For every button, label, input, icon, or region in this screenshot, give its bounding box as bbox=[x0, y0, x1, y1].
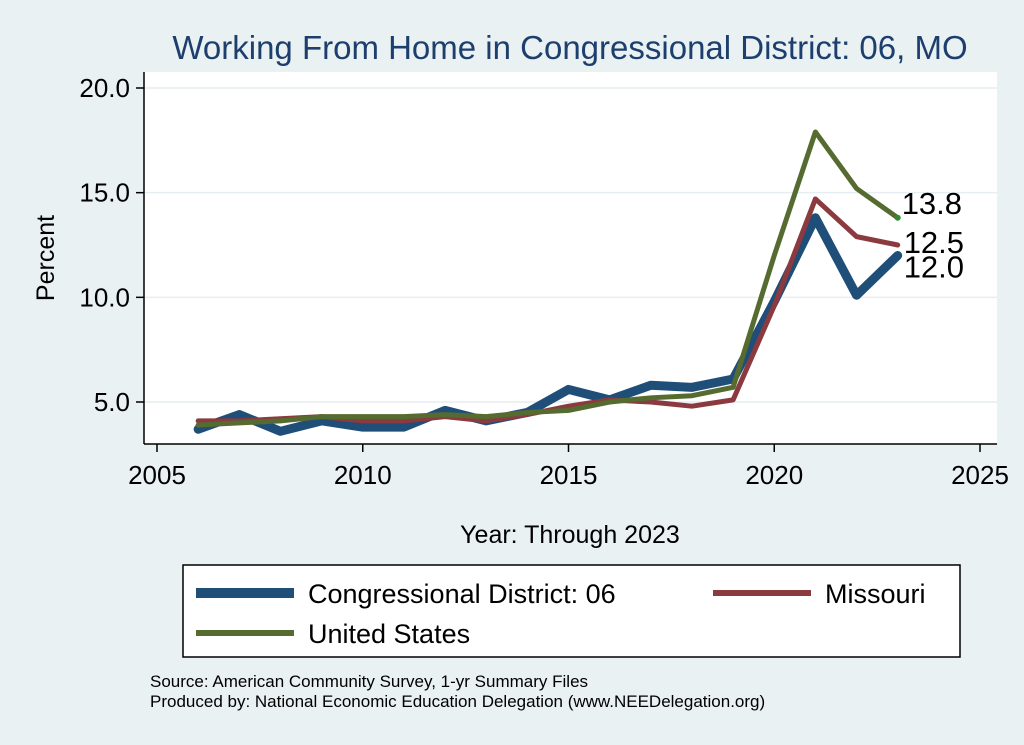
plot-background bbox=[144, 72, 997, 444]
end-label: 12.5 bbox=[904, 225, 964, 260]
chart-title: Working From Home in Congressional Distr… bbox=[172, 29, 967, 66]
x-tick-label: 2020 bbox=[745, 460, 803, 490]
x-tick-label: 2015 bbox=[540, 460, 598, 490]
end-label: 13.8 bbox=[902, 186, 962, 221]
x-tick-label: 2025 bbox=[951, 460, 1009, 490]
end-label: 12.0 bbox=[904, 249, 964, 284]
y-axis-label: Percent bbox=[32, 215, 60, 301]
series-line-united-states bbox=[195, 129, 901, 428]
legend-box bbox=[182, 564, 961, 658]
series-end-marker bbox=[894, 214, 901, 221]
source-note: Source: American Community Survey, 1-yr … bbox=[150, 672, 589, 691]
legend-label: Missouri bbox=[825, 579, 926, 609]
legend-label: United States bbox=[308, 619, 470, 649]
end-labels: 12.012.5 13.8 bbox=[902, 186, 964, 285]
y-tick-label: 20.0 bbox=[79, 73, 130, 103]
x-axis-label: Year: Through 2023 bbox=[460, 521, 680, 549]
y-tick-label: 5.0 bbox=[94, 387, 130, 417]
axes: 5.0 10.0 15.0 20.0 2005 2010 2015 2020 2025 bbox=[79, 72, 1009, 490]
y-tick-label: 10.0 bbox=[79, 282, 130, 312]
series-layer bbox=[193, 129, 903, 436]
producer-note: Produced by: National Economic Education… bbox=[150, 692, 766, 711]
x-tick-label: 2005 bbox=[128, 460, 186, 490]
x-tick-label: 2010 bbox=[334, 460, 392, 490]
legend-label: Congressional District: 06 bbox=[308, 579, 616, 609]
legend: Congressional District: 06 Missouri United… bbox=[196, 579, 926, 649]
grid bbox=[144, 87, 997, 403]
y-tick-label: 15.0 bbox=[79, 178, 130, 208]
